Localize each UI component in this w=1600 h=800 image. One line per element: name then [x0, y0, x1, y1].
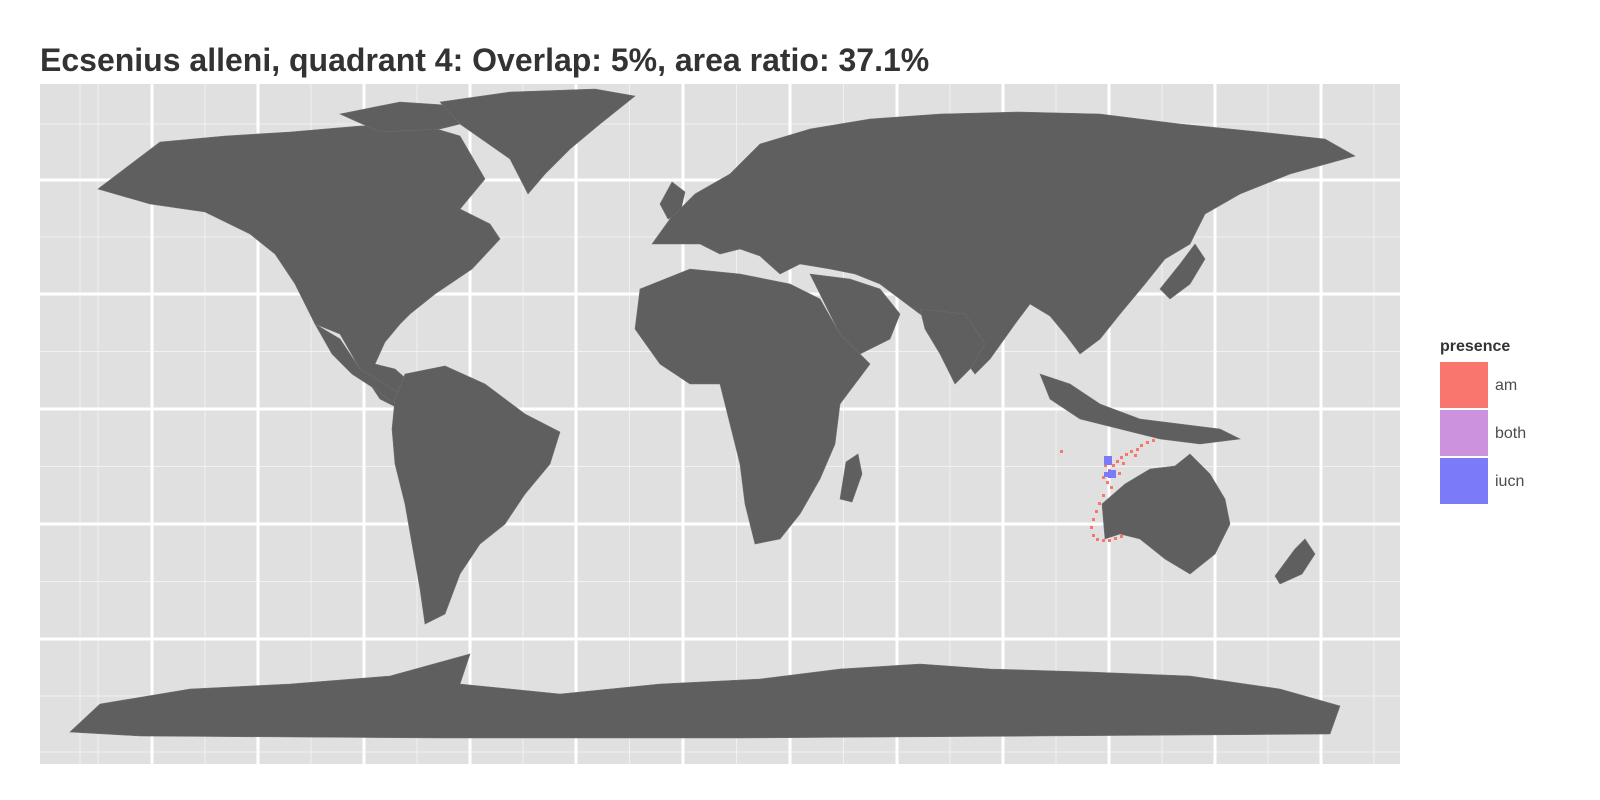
- legend-swatch-am: [1440, 362, 1488, 410]
- south-america: [391, 365, 561, 625]
- world-map-svg: [40, 84, 1400, 764]
- presence-cell-am: [1112, 464, 1115, 467]
- map-panel[interactable]: [40, 84, 1400, 764]
- greenland: [439, 88, 636, 195]
- presence-cells: [1060, 439, 1155, 542]
- presence-cell-am: [1122, 462, 1125, 465]
- north-america: [97, 123, 501, 445]
- presence-cell-am: [1116, 460, 1119, 463]
- legend: presence am both iucn: [1440, 338, 1580, 506]
- presence-cell-am: [1125, 453, 1128, 456]
- australia: [1101, 453, 1231, 575]
- land-layer: [69, 88, 1356, 739]
- presence-cell-am: [1090, 526, 1093, 529]
- presence-cell-am: [1102, 539, 1105, 542]
- presence-cell-iucn: [1104, 472, 1109, 477]
- presence-cell-am: [1118, 472, 1121, 475]
- legend-label-both: both: [1495, 425, 1527, 442]
- legend-swatch-iucn: [1440, 458, 1488, 506]
- presence-cell-am: [1104, 464, 1107, 467]
- presence-cell-am: [1095, 510, 1098, 513]
- arabia: [809, 273, 901, 355]
- presence-cell-am: [1134, 454, 1137, 457]
- presence-cell-am: [1060, 450, 1063, 453]
- legend-swatch-both: [1440, 410, 1488, 458]
- legend-title: presence: [1440, 338, 1511, 355]
- legend-item-both: both: [1440, 410, 1580, 458]
- presence-cell-am: [1120, 535, 1123, 538]
- indonesia: [1039, 373, 1242, 445]
- legend-label-am: am: [1495, 377, 1518, 394]
- presence-cell-iucn: [1108, 470, 1116, 478]
- presence-cell-am: [1106, 481, 1109, 484]
- presence-cell-am: [1098, 502, 1101, 505]
- antarctica: [69, 653, 1341, 739]
- legend-item-iucn: iucn: [1440, 458, 1580, 506]
- uk: [659, 181, 686, 220]
- japan: [1159, 243, 1206, 300]
- presence-cell-am: [1136, 448, 1139, 451]
- presence-cell-am: [1120, 456, 1123, 459]
- presence-cell-am: [1146, 441, 1149, 444]
- madagascar: [839, 453, 863, 503]
- legend-label-iucn: iucn: [1495, 473, 1525, 490]
- presence-cell-am: [1152, 439, 1155, 442]
- presence-cell-am: [1096, 538, 1099, 541]
- presence-cell-am: [1108, 539, 1111, 542]
- presence-cell-am: [1130, 450, 1133, 453]
- presence-cell-am: [1092, 534, 1095, 537]
- africa: [634, 268, 871, 545]
- new-zealand: [1274, 538, 1316, 585]
- presence-cell-am: [1140, 444, 1143, 447]
- india: [919, 308, 986, 385]
- presence-cell-am: [1102, 494, 1105, 497]
- presence-cell-am: [1102, 476, 1105, 479]
- presence-cell-am: [1092, 518, 1095, 521]
- eurasia: [651, 111, 1356, 375]
- presence-cell-am: [1114, 537, 1117, 540]
- map-title: Ecsenius alleni, quadrant 4: Overlap: 5%…: [40, 42, 930, 78]
- presence-cell-iucn: [1104, 456, 1112, 465]
- presence-cell-am: [1110, 486, 1113, 489]
- legend-item-am: am: [1440, 362, 1580, 410]
